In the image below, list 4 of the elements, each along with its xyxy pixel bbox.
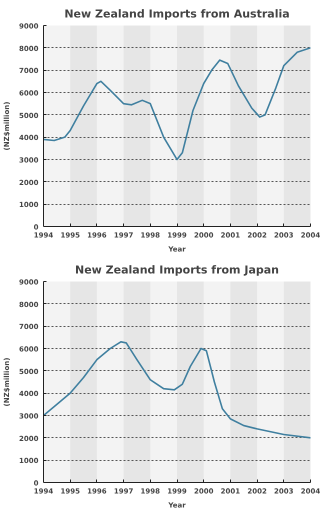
chart-title: New Zealand Imports from Australia [64,8,290,20]
line-series [44,341,310,439]
line-series [44,47,310,160]
chart-title: New Zealand Imports from Japan [75,264,280,276]
